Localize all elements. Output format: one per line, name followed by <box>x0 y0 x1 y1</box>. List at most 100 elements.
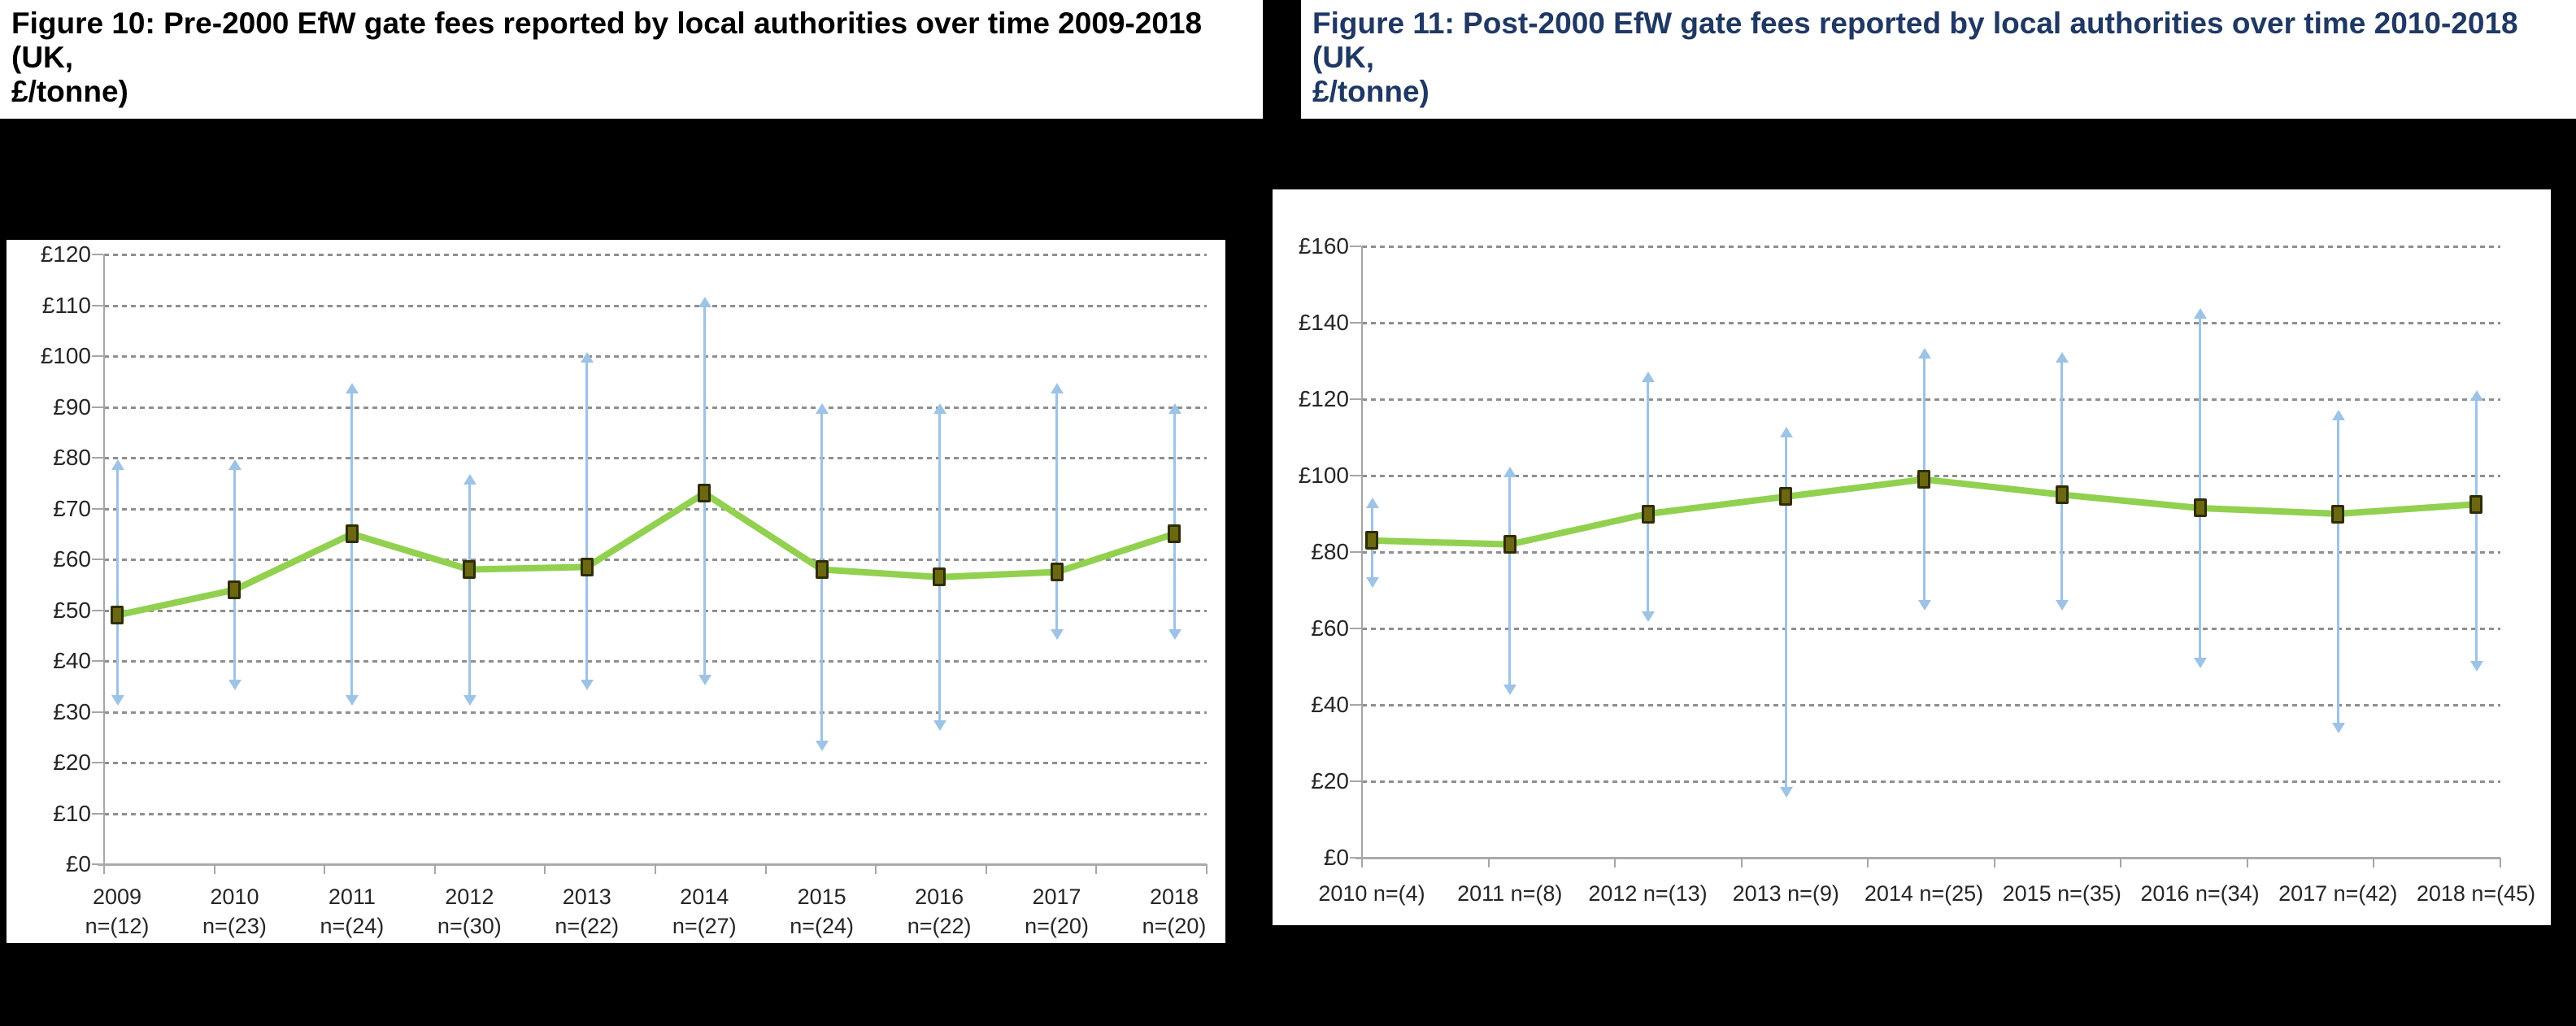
data-point-marker <box>463 560 476 579</box>
gridline <box>104 762 1207 764</box>
data-point-marker <box>933 567 946 587</box>
max-arrowhead-icon <box>816 402 829 414</box>
x-axis-label-year: 2016 <box>915 885 964 909</box>
y-axis-label: £70 <box>53 495 91 521</box>
gridline <box>104 812 1207 815</box>
data-point-marker <box>228 580 242 599</box>
x-axis-label-sample-size: n=(22) <box>555 914 620 938</box>
gridline <box>1362 628 2500 630</box>
min-arrowhead-icon <box>816 741 829 751</box>
min-arrowhead-icon <box>2056 600 2069 611</box>
gridline <box>104 507 1207 511</box>
y-axis-tick <box>92 507 103 510</box>
y-axis-label: £0 <box>65 851 91 876</box>
y-axis-tick <box>1350 551 1361 553</box>
x-axis-label: 2011 n=(24) <box>263 882 442 941</box>
figure11-title-line1: Figure 11: Post-2000 EfW gate fees repor… <box>1312 7 2518 74</box>
x-axis-label: 2013 n=(22) <box>498 882 677 941</box>
data-point-marker <box>2055 485 2069 504</box>
min-arrowhead-icon <box>1917 600 1931 611</box>
x-axis-label-year: 2010 <box>210 885 259 909</box>
gridline <box>1362 246 2500 248</box>
x-axis-label-sample-size: n=(20) <box>1025 914 1089 938</box>
max-arrowhead-icon <box>1503 467 1517 477</box>
x-axis-label-year: 2009 <box>92 885 142 909</box>
x-axis-tick <box>1614 858 1617 867</box>
gridline <box>104 711 1207 714</box>
data-point-marker <box>2469 494 2482 514</box>
y-axis-tick <box>92 812 103 815</box>
gridline <box>1362 780 2500 783</box>
y-axis-tick <box>92 559 103 560</box>
gridline <box>1362 551 2500 554</box>
min-arrowhead-icon <box>1779 787 1793 798</box>
max-arrowhead-icon <box>2056 352 2069 363</box>
min-arrowhead-icon <box>2469 661 2483 672</box>
max-arrowhead-icon <box>698 296 711 307</box>
gridline <box>104 406 1207 409</box>
y-axis-tick <box>1350 322 1361 324</box>
figure10-title-line1: Figure 10: Pre-2000 EfW gate fees report… <box>11 7 1203 74</box>
gridline <box>104 304 1207 307</box>
x-axis-tick <box>764 864 767 874</box>
y-axis-tick <box>1350 246 1361 247</box>
x-axis-tick <box>1867 858 1869 867</box>
range-bar <box>228 459 242 690</box>
x-axis-label: 2016 n=(22) <box>850 882 1029 941</box>
gridline <box>1362 322 2500 324</box>
y-axis <box>103 254 105 864</box>
y-axis <box>1361 246 1363 858</box>
min-arrowhead-icon <box>1051 628 1064 640</box>
x-axis-label: 2015 n=(24) <box>733 882 912 941</box>
data-point-marker <box>1050 563 1064 582</box>
min-arrowhead-icon <box>228 680 242 690</box>
max-arrowhead-icon <box>933 402 946 414</box>
gridline <box>104 660 1207 663</box>
gridline <box>104 457 1207 459</box>
data-point-marker <box>580 557 594 576</box>
y-axis-label: £90 <box>53 393 91 420</box>
x-axis-tick <box>433 864 436 874</box>
min-arrowhead-icon <box>1503 684 1517 695</box>
y-axis-label: £160 <box>1298 233 1349 259</box>
range-bar <box>1779 426 1793 798</box>
min-arrowhead-icon <box>111 694 124 706</box>
series-line <box>114 489 1177 619</box>
x-axis-label: 2011 n=(8) <box>1457 881 1563 906</box>
y-axis-label: £0 <box>1323 845 1349 870</box>
gridline <box>1362 475 2500 477</box>
data-point-marker <box>1168 524 1181 544</box>
gridline <box>1362 704 2500 706</box>
series-line <box>1368 476 2479 548</box>
x-axis-tick <box>2500 858 2501 867</box>
x-axis-label-year: 2011 <box>328 885 376 909</box>
x-axis-label-year: 2018 <box>1149 885 1199 909</box>
min-arrowhead-icon <box>1168 628 1181 640</box>
gridline <box>1362 398 2500 401</box>
data-point-marker <box>1917 470 1930 489</box>
x-axis-tick <box>1740 858 1743 867</box>
gridline <box>104 559 1207 561</box>
range-bar <box>2056 352 2069 611</box>
y-axis-label: £120 <box>40 241 91 267</box>
x-axis <box>1355 857 2500 859</box>
range-bar <box>2331 409 2345 733</box>
y-axis-label: £40 <box>1311 692 1349 717</box>
x-axis-tick <box>1095 864 1098 874</box>
y-axis-tick <box>92 609 103 611</box>
figure10-plot-area: £0 £10 £20 £30 £40 £50 £60 £70 £80 £90 £100 £110 £12… <box>41 241 1208 938</box>
max-arrowhead-icon <box>463 474 476 485</box>
y-axis-label: £60 <box>1311 615 1349 641</box>
x-axis-label: 2016 n=(34) <box>2140 881 2260 906</box>
y-axis-tick <box>92 355 103 357</box>
x-axis-tick <box>1206 864 1208 874</box>
gridline <box>104 254 1207 256</box>
data-point-marker <box>1503 535 1516 554</box>
gridline <box>104 609 1207 612</box>
x-axis-label: 2018 n=(20) <box>1085 882 1264 941</box>
range-bar <box>2469 390 2483 672</box>
figure11-chart-panel: £0 £20 £40 £60 £80 £100 £120 £140 £160 2010 n=(4)… <box>1273 189 2551 925</box>
data-point-marker <box>1779 487 1793 506</box>
x-axis-label-year: 2012 <box>445 885 494 909</box>
x-axis <box>98 863 1207 866</box>
